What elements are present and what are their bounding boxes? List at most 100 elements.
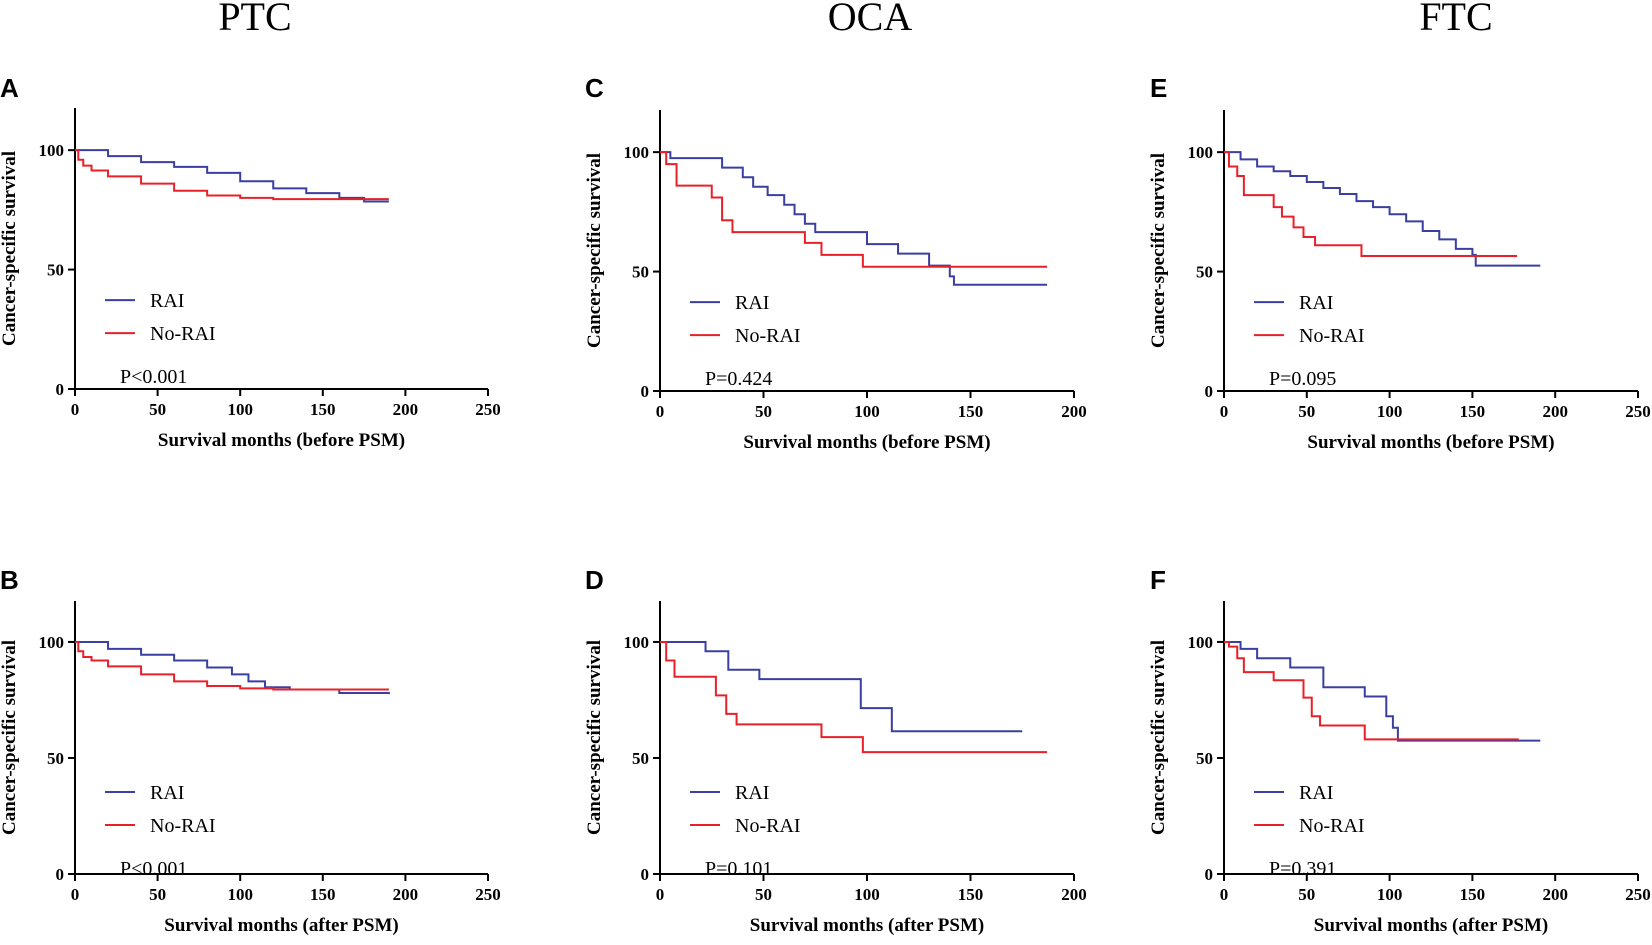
y-tick-label: 50 (47, 749, 64, 768)
y-axis-title: Cancer-specific survival (0, 151, 20, 346)
y-axis-title: Cancer-specific survival (0, 640, 20, 835)
x-tick-label: 200 (393, 400, 419, 419)
x-tick-label: 0 (71, 400, 80, 419)
series-line-rai (1224, 151, 1541, 267)
x-tick-label: 100 (227, 885, 253, 904)
legend-label-rai: RAI (735, 292, 769, 314)
y-axis-title: Cancer-specific survival (1148, 640, 1169, 835)
y-tick-label: 0 (56, 865, 65, 884)
x-tick-label: 0 (71, 885, 80, 904)
y-tick-label: 0 (641, 865, 650, 884)
y-axis-title: Cancer-specific survival (584, 153, 605, 348)
legend-label-no-rai: No-RAI (1299, 815, 1365, 837)
x-tick-label: 250 (475, 885, 501, 904)
series-line-no-rai (75, 640, 389, 691)
legend-label-rai: RAI (735, 782, 769, 804)
panel-letter: F (1150, 565, 1166, 595)
x-tick-label: 100 (854, 885, 880, 904)
x-tick-label: 200 (393, 885, 419, 904)
x-tick-label: 250 (1625, 885, 1651, 904)
column-title-ftc: FTC (1419, 0, 1492, 39)
y-tick-label: 0 (1205, 382, 1214, 401)
y-tick-label: 100 (1188, 633, 1214, 652)
p-value: P=0.101 (705, 858, 772, 880)
panel-letter: B (0, 565, 19, 595)
y-tick-label: 0 (56, 380, 65, 399)
x-tick-label: 50 (149, 885, 166, 904)
p-value: P=0.095 (1269, 368, 1336, 390)
x-axis-title: Survival months (before PSM) (1307, 432, 1554, 453)
series-line-no-rai (75, 149, 389, 201)
column-title-ptc: PTC (218, 0, 291, 39)
legend-label-no-rai: No-RAI (735, 325, 801, 347)
legend-label-rai: RAI (1299, 782, 1333, 804)
y-tick-label: 50 (1196, 749, 1213, 768)
x-tick-label: 100 (854, 402, 880, 421)
x-tick-label: 150 (958, 402, 984, 421)
x-tick-label: 150 (1460, 402, 1486, 421)
x-axis-title: Survival months (before PSM) (158, 430, 405, 451)
x-tick-label: 200 (1061, 402, 1087, 421)
x-tick-label: 0 (1220, 402, 1229, 421)
series-line-no-rai (660, 151, 1048, 268)
legend-label-rai: RAI (1299, 292, 1333, 314)
x-tick-label: 50 (149, 400, 166, 419)
x-axis-title: Survival months (after PSM) (750, 915, 985, 936)
legend-label-rai: RAI (150, 290, 184, 312)
panel-c: C 0 50 100 150 200 0 50 100 Survival months (befo… (584, 73, 1087, 453)
series-line-rai (1224, 640, 1541, 742)
x-tick-label: 250 (475, 400, 501, 419)
legend-label-rai: RAI (150, 782, 184, 804)
y-tick-label: 100 (624, 633, 650, 652)
x-tick-label: 50 (1298, 885, 1315, 904)
panel-a: A 0 50 100 150 200 250 0 50 100 Survival months (b… (0, 73, 501, 451)
x-tick-label: 100 (1377, 885, 1403, 904)
series-line-no-rai (1224, 640, 1519, 741)
p-value: P<0.001 (120, 858, 187, 880)
x-tick-label: 50 (755, 885, 772, 904)
legend-label-no-rai: No-RAI (1299, 325, 1365, 347)
x-tick-label: 200 (1542, 885, 1568, 904)
x-tick-label: 50 (1298, 402, 1315, 421)
y-tick-label: 50 (47, 261, 64, 280)
p-value: P=0.424 (705, 368, 772, 390)
panels: A 0 50 100 150 200 250 0 50 100 Survival months (b… (0, 73, 1651, 936)
column-title-oca: OCA (828, 0, 913, 39)
series-line-no-rai (1224, 151, 1518, 258)
panel-letter: A (0, 73, 19, 103)
x-tick-label: 0 (656, 885, 665, 904)
panel-letter: C (585, 73, 604, 103)
panel-b: B 0 50 100 150 200 250 0 50 100 Survival months (a… (0, 565, 501, 936)
p-value: P<0.001 (120, 366, 187, 388)
y-tick-label: 100 (624, 143, 650, 162)
y-axis-title: Cancer-specific survival (584, 640, 605, 835)
y-tick-label: 50 (1196, 263, 1213, 282)
y-axis-title: Cancer-specific survival (1148, 153, 1169, 348)
panel-letter: D (585, 565, 604, 595)
x-tick-label: 0 (1220, 885, 1229, 904)
x-tick-label: 50 (755, 402, 772, 421)
panel-e: E 0 50 100 150 200 250 0 50 100 Survival months (b… (1148, 73, 1651, 453)
x-tick-label: 200 (1061, 885, 1087, 904)
x-tick-label: 150 (958, 885, 984, 904)
x-axis-title: Survival months (after PSM) (164, 915, 399, 936)
x-tick-label: 100 (1377, 402, 1403, 421)
y-tick-label: 100 (39, 633, 65, 652)
panel-letter: E (1150, 73, 1167, 103)
x-tick-label: 250 (1625, 402, 1651, 421)
series-line-rai (660, 640, 1023, 733)
x-axis-title: Survival months (before PSM) (743, 432, 990, 453)
series-line-no-rai (660, 640, 1048, 754)
y-tick-label: 0 (641, 382, 650, 401)
x-tick-label: 200 (1542, 402, 1568, 421)
y-tick-label: 100 (39, 141, 65, 160)
y-tick-label: 50 (632, 749, 649, 768)
x-tick-label: 100 (227, 400, 253, 419)
x-tick-label: 150 (1460, 885, 1486, 904)
x-tick-label: 0 (656, 402, 665, 421)
series-line-rai (75, 149, 389, 203)
panel-f: F 0 50 100 150 200 250 0 50 100 Survival months (a… (1148, 565, 1651, 936)
panel-d: D 0 50 100 150 200 0 50 100 Survival months (afte… (584, 565, 1087, 936)
x-axis-title: Survival months (after PSM) (1314, 915, 1549, 936)
